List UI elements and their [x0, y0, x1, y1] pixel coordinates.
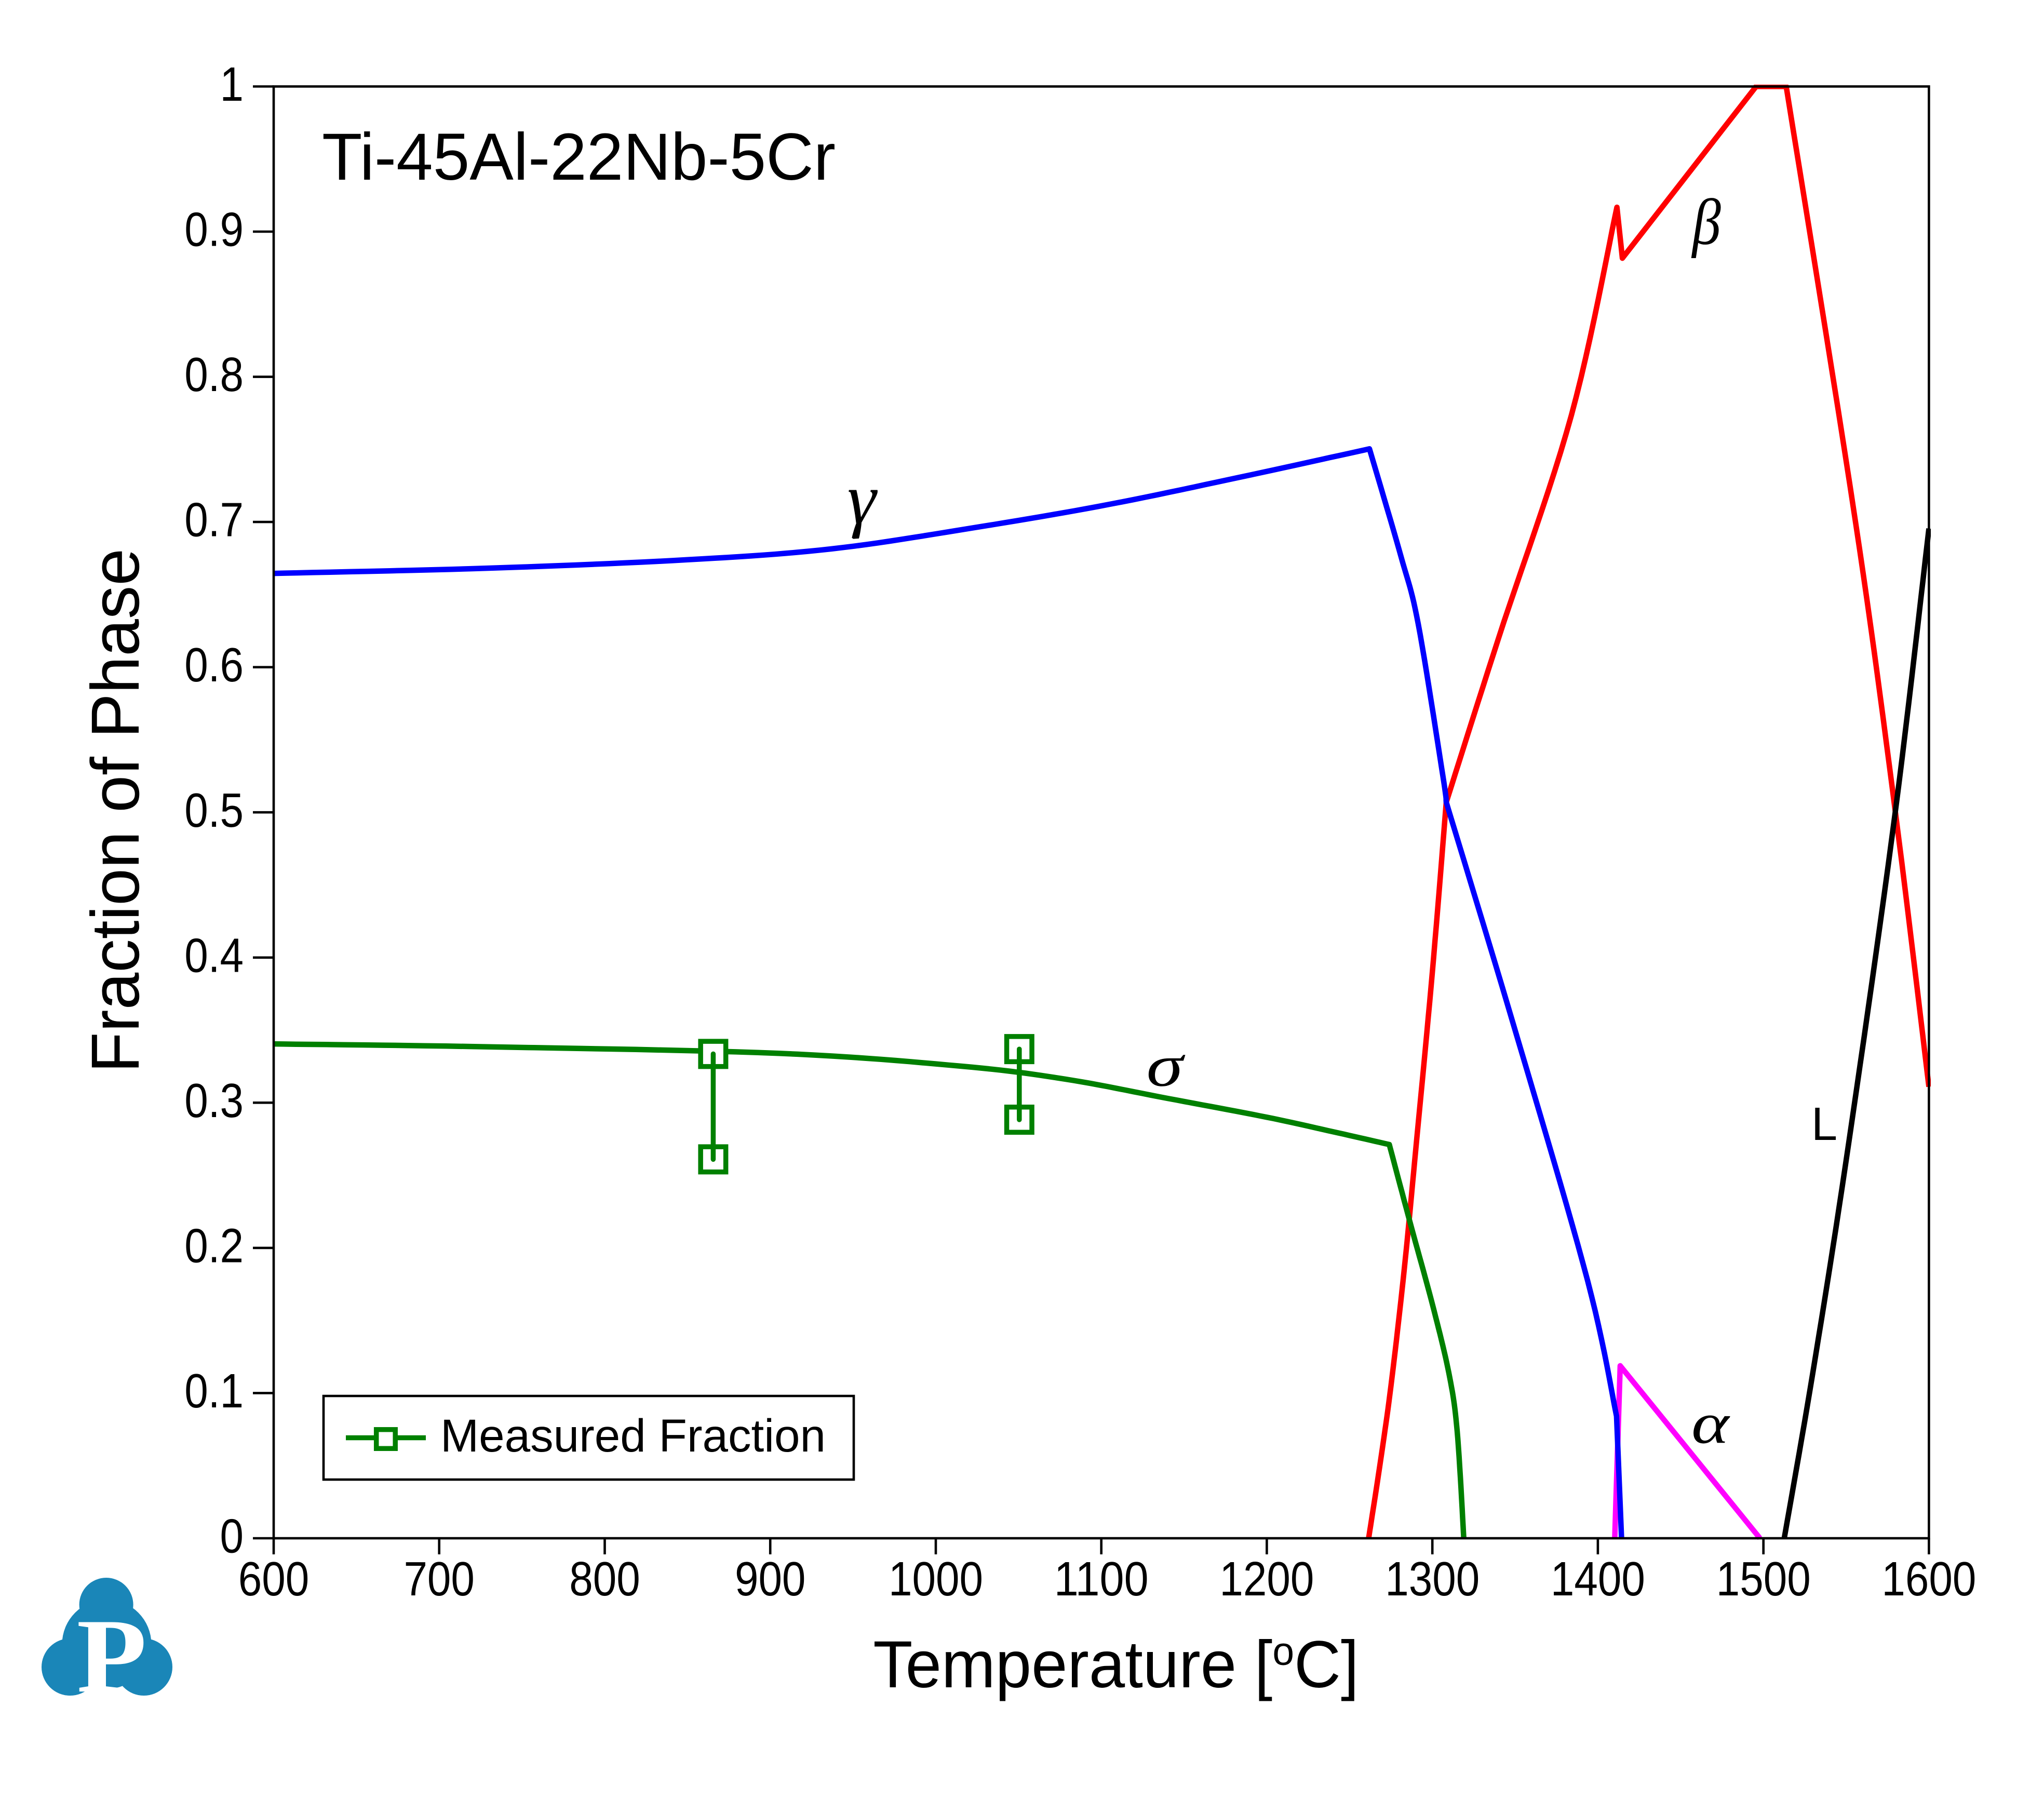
- svg-text:1400: 1400: [1551, 1552, 1645, 1606]
- svg-text:L: L: [1811, 1098, 1837, 1150]
- svg-text:β: β: [1691, 185, 1721, 258]
- svg-text:0: 0: [220, 1509, 244, 1563]
- svg-text:1: 1: [220, 57, 244, 111]
- svg-text:900: 900: [735, 1552, 806, 1606]
- svg-text:0.7: 0.7: [184, 493, 244, 547]
- svg-text:0.2: 0.2: [184, 1218, 244, 1272]
- svg-text:0.4: 0.4: [184, 928, 244, 982]
- svg-text:1300: 1300: [1385, 1552, 1480, 1606]
- svg-text:Ti-45Al-22Nb-5Cr: Ti-45Al-22Nb-5Cr: [322, 120, 836, 194]
- svg-text:0.9: 0.9: [184, 203, 244, 257]
- svg-text:1600: 1600: [1881, 1552, 1976, 1606]
- svg-text:1000: 1000: [889, 1552, 983, 1606]
- svg-text:0.3: 0.3: [184, 1073, 244, 1127]
- svg-text:Fraction of Phase: Fraction of Phase: [77, 548, 153, 1073]
- svg-text:γ: γ: [848, 459, 878, 540]
- svg-text:Measured Fraction: Measured Fraction: [440, 1409, 826, 1461]
- svg-text:0.5: 0.5: [184, 783, 244, 837]
- svg-text:0.8: 0.8: [184, 347, 244, 401]
- svg-text:P: P: [77, 1597, 147, 1714]
- svg-text:800: 800: [569, 1552, 640, 1606]
- svg-text:0.1: 0.1: [184, 1364, 244, 1418]
- svg-text:700: 700: [404, 1552, 475, 1606]
- svg-text:1500: 1500: [1716, 1552, 1811, 1606]
- svg-text:1100: 1100: [1054, 1552, 1149, 1606]
- svg-text:0.6: 0.6: [184, 638, 244, 692]
- svg-text:σ: σ: [1147, 1033, 1186, 1099]
- svg-text:1200: 1200: [1219, 1552, 1314, 1606]
- svg-text:600: 600: [238, 1552, 310, 1606]
- svg-text:α: α: [1691, 1391, 1730, 1456]
